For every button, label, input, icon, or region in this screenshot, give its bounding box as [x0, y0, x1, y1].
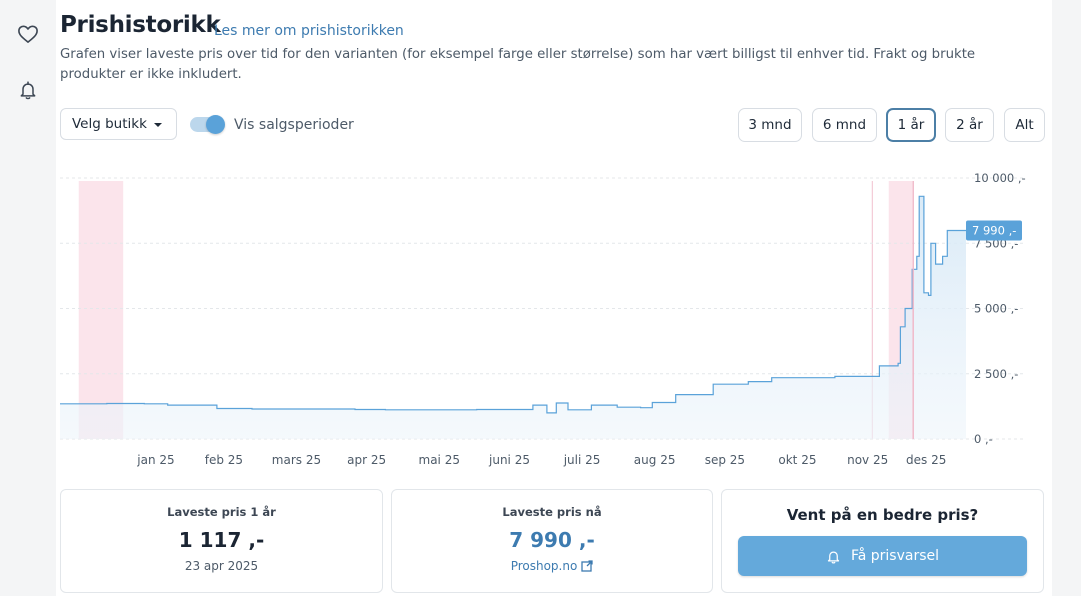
store-link[interactable]: Proshop.no	[511, 559, 594, 573]
x-tick-label: feb 25	[205, 453, 243, 467]
current-price-badge: 7 990 ,-	[966, 220, 1022, 241]
range-button-6m[interactable]: 6 mnd	[812, 108, 877, 142]
sale-periods-label: Vis salgsperioder	[234, 117, 354, 133]
x-tick-label: okt 25	[778, 453, 816, 467]
lowest-year-date: 23 apr 2025	[184, 559, 259, 573]
lowest-year-label: Laveste pris 1 år	[167, 505, 276, 519]
sale-periods-toggle[interactable]	[190, 115, 226, 134]
x-tick-label: mars 25	[272, 453, 321, 467]
x-tick-label: des 25	[906, 453, 946, 467]
range-button-all[interactable]: Alt	[1004, 108, 1045, 142]
favorite-button[interactable]	[14, 20, 42, 48]
toggle-knob	[206, 115, 225, 134]
current-price-label: 7 990 ,-	[972, 223, 1016, 237]
y-tick-label: 2 500 ,-	[974, 367, 1018, 381]
store-select-label: Velg butikk	[72, 116, 147, 132]
y-tick-label: 10 000 ,-	[974, 171, 1026, 185]
x-tick-label: mai 25	[419, 453, 460, 467]
price-alert-button[interactable]: Få prisvarsel	[738, 536, 1027, 576]
lowest-year-value: 1 117 ,-	[178, 528, 265, 552]
x-tick-label: juni 25	[488, 453, 530, 467]
read-more-link[interactable]: Les mer om prishistorikken	[214, 23, 404, 39]
x-tick-label: aug 25	[634, 453, 676, 467]
price-alert-button-label: Få prisvarsel	[850, 548, 940, 564]
x-tick-label: nov 25	[847, 453, 888, 467]
x-tick-label: jan 25	[136, 453, 174, 467]
lowest-price-year-card: Laveste pris 1 år 1 117 ,- 23 apr 2025	[60, 489, 383, 593]
store-name: Proshop.no	[510, 559, 578, 573]
price-area	[60, 196, 966, 439]
x-tick-label: apr 25	[347, 453, 386, 467]
x-tick-label: sep 25	[705, 453, 745, 467]
side-rail	[0, 0, 56, 596]
caret-down-icon	[154, 123, 162, 127]
store-select[interactable]: Velg butikk	[60, 108, 177, 140]
lowest-now-label: Laveste pris nå	[502, 505, 602, 519]
y-tick-label: 5 000 ,-	[974, 302, 1018, 316]
heart-icon	[18, 25, 38, 43]
range-button-2y[interactable]: 2 år	[945, 108, 994, 142]
page-title: Prishistorikk	[60, 12, 221, 38]
sale-period-band	[78, 181, 124, 439]
bell-icon	[20, 81, 36, 100]
y-tick-label: 0 ,-	[974, 432, 993, 446]
range-button-3m[interactable]: 3 mnd	[738, 108, 802, 142]
x-tick-label: juli 25	[563, 453, 601, 467]
price-line	[60, 195, 966, 414]
price-chart[interactable]: 0 ,-2 500 ,-5 000 ,-7 500 ,-10 000 ,- ja…	[56, 160, 1052, 475]
price-alert-rail-button[interactable]	[14, 76, 42, 104]
price-alert-card: Vent på en bedre pris? Få prisvarsel	[721, 489, 1044, 593]
price-history-panel: Prishistorikk Les mer om prishistorikken…	[56, 0, 1052, 596]
range-button-1y[interactable]: 1 år	[886, 108, 936, 142]
lowest-now-value: 7 990 ,-	[509, 528, 595, 552]
chart-description: Grafen viser laveste pris over tid for d…	[60, 47, 976, 82]
lowest-price-now-card: Laveste pris nå 7 990 ,- Proshop.no	[391, 489, 713, 593]
alert-question: Vent på en bedre pris?	[786, 506, 979, 524]
bell-icon	[827, 551, 840, 564]
external-link-icon	[581, 560, 593, 572]
